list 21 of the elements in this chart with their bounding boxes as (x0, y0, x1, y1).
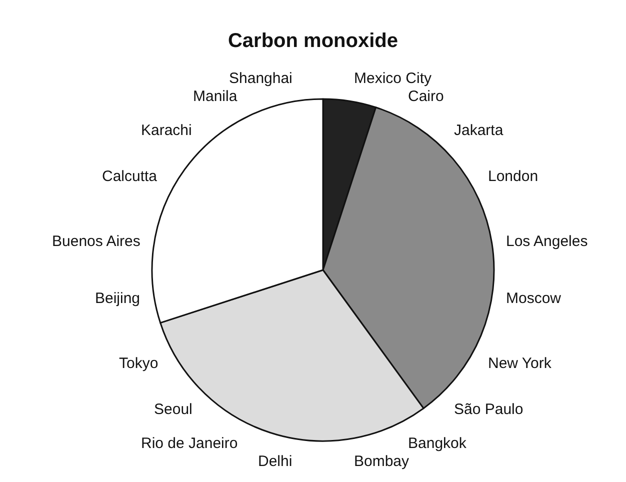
text: New York (488, 355, 552, 372)
text: Mexico City (354, 70, 432, 87)
text: Jakarta (454, 122, 504, 139)
text: Bombay (354, 453, 410, 470)
text: Los Angeles (506, 233, 588, 250)
chart-title: Carbon monoxide (228, 30, 398, 52)
text: Moscow (506, 290, 562, 307)
text: Rio de Janeiro (141, 435, 238, 452)
text: Tokyo (119, 355, 158, 372)
text: São Paulo (454, 401, 524, 418)
text: Bangkok (408, 435, 467, 452)
text: Seoul (154, 401, 192, 418)
text: Beijing (95, 290, 140, 307)
text: Karachi (141, 122, 192, 139)
text: Delhi (258, 453, 292, 470)
text: Cairo (408, 88, 444, 105)
text: Manila (193, 88, 238, 105)
text: Calcutta (102, 168, 158, 185)
text: London (488, 168, 538, 185)
text: Buenos Aires (52, 233, 140, 250)
text: Shanghai (229, 70, 292, 87)
